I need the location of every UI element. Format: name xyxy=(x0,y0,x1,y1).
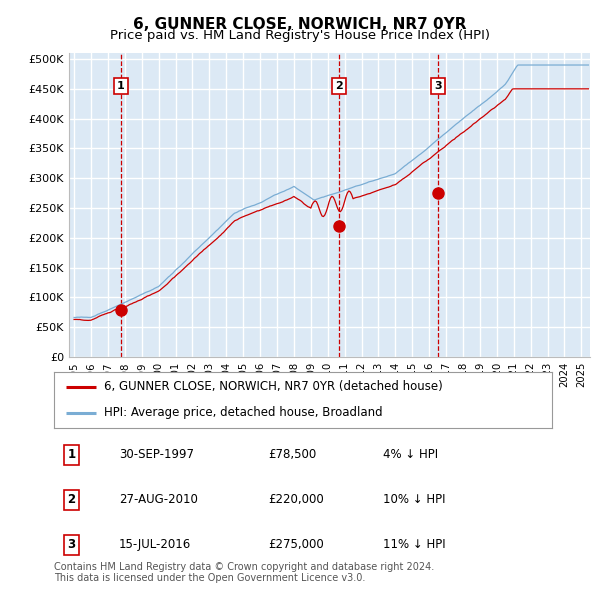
Text: 11% ↓ HPI: 11% ↓ HPI xyxy=(383,538,445,551)
Text: 1: 1 xyxy=(67,448,76,461)
Text: 4% ↓ HPI: 4% ↓ HPI xyxy=(383,448,438,461)
Text: £220,000: £220,000 xyxy=(268,493,324,506)
Text: HPI: Average price, detached house, Broadland: HPI: Average price, detached house, Broa… xyxy=(104,406,382,419)
Text: 3: 3 xyxy=(434,81,442,91)
Text: 3: 3 xyxy=(67,538,76,551)
Text: 2: 2 xyxy=(335,81,343,91)
Text: Price paid vs. HM Land Registry's House Price Index (HPI): Price paid vs. HM Land Registry's House … xyxy=(110,30,490,42)
Text: 30-SEP-1997: 30-SEP-1997 xyxy=(119,448,194,461)
Text: 2: 2 xyxy=(67,493,76,506)
Text: 10% ↓ HPI: 10% ↓ HPI xyxy=(383,493,445,506)
Text: Contains HM Land Registry data © Crown copyright and database right 2024.
This d: Contains HM Land Registry data © Crown c… xyxy=(54,562,434,584)
Text: 15-JUL-2016: 15-JUL-2016 xyxy=(119,538,191,551)
Text: 6, GUNNER CLOSE, NORWICH, NR7 0YR: 6, GUNNER CLOSE, NORWICH, NR7 0YR xyxy=(133,17,467,31)
Text: 1: 1 xyxy=(116,81,124,91)
Text: £78,500: £78,500 xyxy=(268,448,316,461)
Text: £275,000: £275,000 xyxy=(268,538,324,551)
Text: 6, GUNNER CLOSE, NORWICH, NR7 0YR (detached house): 6, GUNNER CLOSE, NORWICH, NR7 0YR (detac… xyxy=(104,381,443,394)
Text: 27-AUG-2010: 27-AUG-2010 xyxy=(119,493,197,506)
